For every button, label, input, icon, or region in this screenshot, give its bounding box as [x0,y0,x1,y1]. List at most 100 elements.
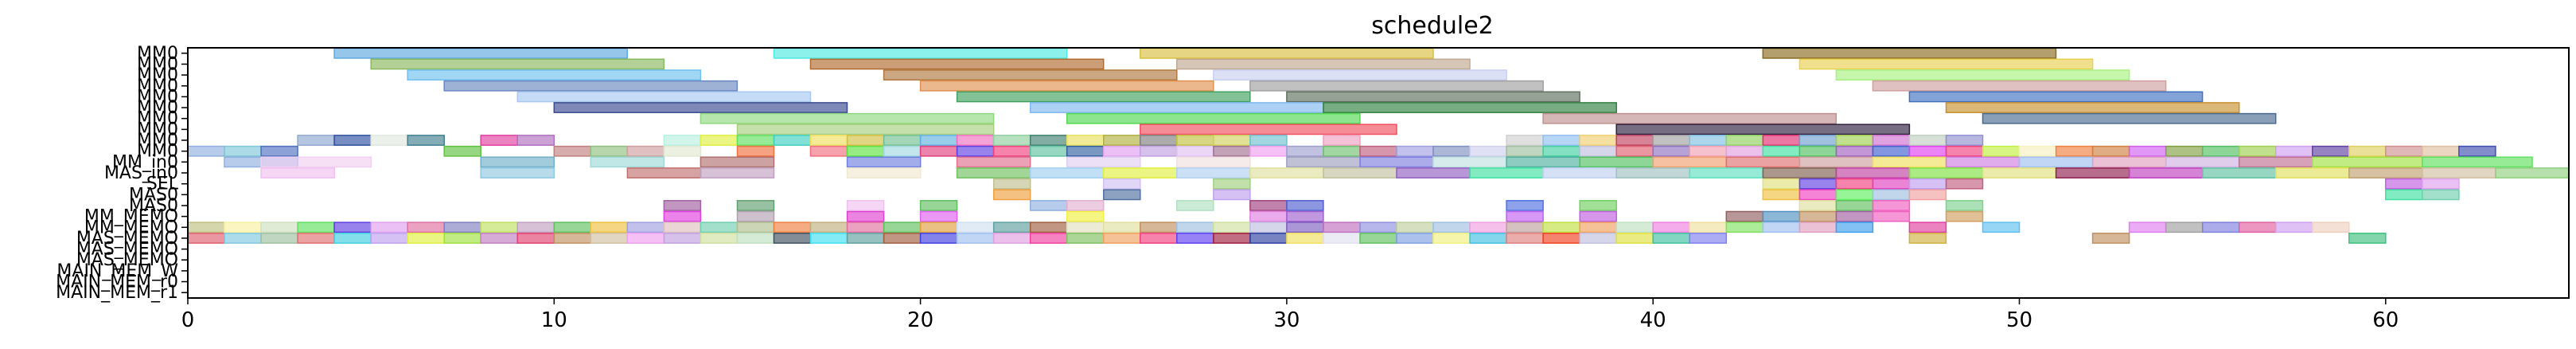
gantt-bar [1725,210,1764,222]
gantt-bar [2018,145,2057,157]
row-label: MAS_in0 [104,163,178,183]
gantt-bar [1176,58,1471,70]
gantt-bar [1506,210,1544,222]
gantt-bar [1140,233,1178,244]
gantt-bar [1323,222,1361,233]
x-tick-label: 60 [2372,308,2399,332]
row-label: MAIN_MEM_W [57,261,178,281]
gantt-bar [1579,200,1617,211]
gantt-bar [1029,102,1324,113]
gantt-bar [2422,145,2460,157]
gantt-bar [553,145,592,157]
gantt-bar [516,91,812,103]
row-label: MM0 [137,142,178,162]
gantt-bar [1835,135,1874,146]
gantt-bar [773,222,812,233]
gantt-bar [1029,222,1068,233]
gantt-bar [1249,80,1544,92]
gantt-bar [1725,145,1764,157]
gantt-bar [1689,145,1728,157]
gantt-bar [626,145,665,157]
gantt-bar [1762,210,1801,222]
gantt-bar [883,135,922,146]
gantt-bar [663,210,702,222]
gantt-bar [1213,222,1251,233]
gantt-bar [1835,200,1874,211]
gantt-bar [224,222,262,233]
gantt-bar [1506,156,1580,168]
row-label: MAS_MEMO [76,240,178,260]
gantt-bar [1542,112,1837,124]
row-label: MAS0 [129,185,178,205]
gantt-bar [443,80,739,92]
gantt-bar [1872,200,1911,211]
gantt-bar [1066,112,1361,124]
gantt-bar [919,222,958,233]
gantt-bar [1542,135,1580,146]
gantt-bar [1652,145,1690,157]
gantt-bar [2495,167,2570,178]
row-label: MM_in0 [112,152,178,172]
row-label: MM0 [137,109,178,129]
gantt-bar [2458,145,2496,157]
gantt-bar [919,145,958,157]
gantt-bar [1762,145,1801,157]
gantt-bar [1579,156,1654,168]
gantt-bar [1506,135,1544,146]
gantt-bar [407,69,702,81]
gantt-bar [260,167,335,178]
row-labels-layer: MM0MM0MM0MM0MM0MM0MM0MM0MM0MM0MM_in0MAS_… [56,44,188,303]
gantt-bar [1579,145,1617,157]
gantt-bar [956,156,1031,168]
gantt-bar [992,222,1031,233]
gantt-bar [2275,222,2313,233]
gantt-bar [736,210,775,222]
gantt-bar [1762,178,1801,190]
gantt-bar [1213,135,1251,146]
gantt-bar [883,233,922,244]
gantt-bar [1689,222,1728,233]
gantt-bar [1982,145,2021,157]
gantt-bar [1066,200,1105,211]
gantt-bar [1799,145,1837,157]
gantt-bar [1213,69,1507,81]
gantt-bar [1140,135,1178,146]
gantt-bar [1396,145,1434,157]
gantt-bar [626,167,702,178]
row-label: MAS_MEMO [76,229,178,249]
gantt-bar [1689,167,1764,178]
x-tick-label: 40 [1640,308,1666,332]
gantt-bar [1432,156,1507,168]
gantt-bar [333,222,372,233]
gantt-bar [1506,233,1544,244]
gantt-bar [1872,189,1911,201]
gantt-bar [736,135,775,146]
gantt-bar [1945,178,1984,190]
gantt-bar [773,233,812,244]
gantt-bar [1799,222,1837,233]
gantt-bar [1249,167,1324,178]
gantt-bar [1872,210,1911,222]
row-label: MM0 [137,76,178,96]
gantt-bar [1652,135,1690,146]
gantt-bar [187,145,225,157]
x-axis: 0 10 20 30 40 50 60 [181,298,2399,332]
gantt-bar [480,135,518,146]
gantt-bar [2348,233,2387,244]
gantt-bar [1908,178,1947,190]
gantt-bar [516,135,555,146]
gantt-bar [956,222,995,233]
gantt-bar [480,222,518,233]
gantt-bar [1469,233,1507,244]
gantt-bar [2165,156,2240,168]
gantt-bar [1066,210,1105,222]
gantt-bar [333,47,629,59]
gantt-bar [1029,145,1068,157]
plot-frame [187,47,2570,299]
gantt-bar [1286,200,1324,211]
gantt-bar [1982,167,2057,178]
gantt-bar [260,156,372,168]
gantt-bar [2165,222,2204,233]
gantt-bar [1579,222,1617,233]
gantt-bar [2055,145,2094,157]
